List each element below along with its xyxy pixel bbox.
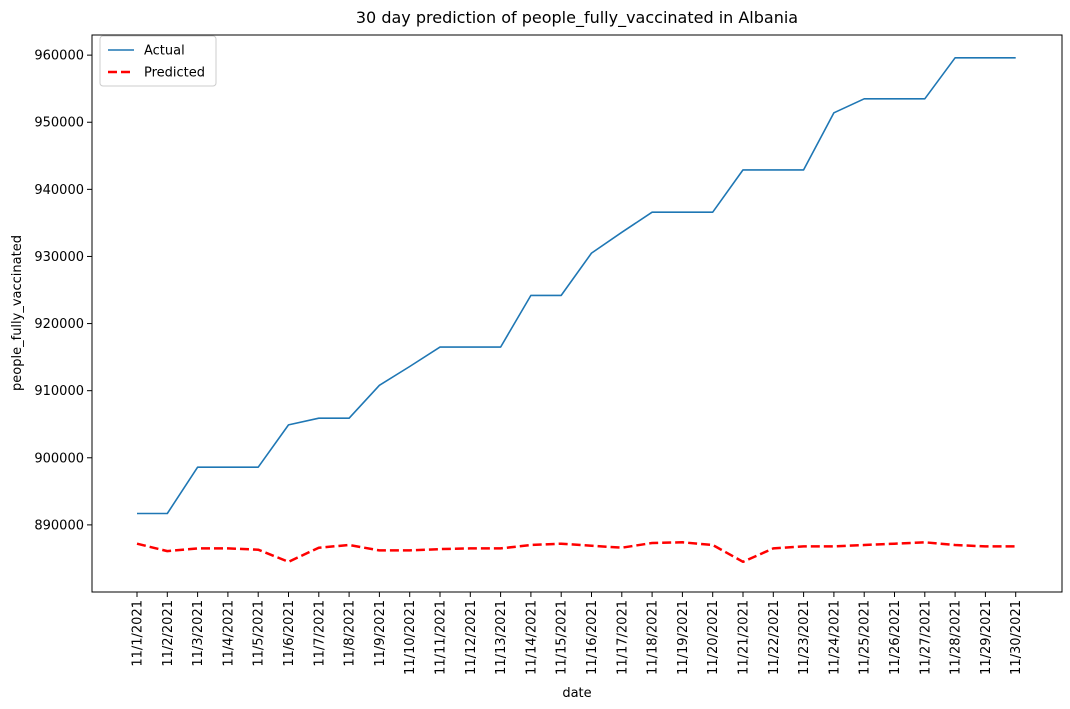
y-tick-label: 930000 <box>34 250 84 265</box>
x-tick-label: 11/6/2021 <box>282 600 297 667</box>
x-tick-label: 11/2/2021 <box>161 600 176 667</box>
x-tick-label: 11/10/2021 <box>403 600 418 675</box>
x-tick-label: 11/11/2021 <box>434 600 449 675</box>
y-axis: 890000 900000 910000 920000 930000 940000 9500… <box>34 49 92 533</box>
x-tick-label: 11/18/2021 <box>646 600 661 675</box>
x-tick-label: 11/12/2021 <box>464 600 479 675</box>
x-tick-label: 11/3/2021 <box>191 600 206 667</box>
y-axis-label: people_fully_vaccinated <box>10 235 25 391</box>
legend: Actual Predicted <box>99 35 217 87</box>
y-tick-label: 890000 <box>34 518 84 533</box>
plot-area <box>91 34 1063 593</box>
x-tick-label: 11/8/2021 <box>343 600 358 667</box>
x-tick-label: 11/29/2021 <box>979 600 994 675</box>
x-tick-label: 11/17/2021 <box>615 600 630 675</box>
y-tick-label: 900000 <box>34 451 84 466</box>
x-tick-label: 11/4/2021 <box>221 600 236 667</box>
x-tick-label: 11/16/2021 <box>585 600 600 675</box>
legend-box <box>99 35 217 87</box>
y-tick-label: 940000 <box>34 183 84 198</box>
legend-label-predicted: Predicted <box>144 66 205 81</box>
y-tick-label: 960000 <box>34 49 84 64</box>
x-tick-label: 11/15/2021 <box>555 600 570 675</box>
x-tick-label: 11/5/2021 <box>252 600 267 667</box>
series-line-predicted <box>136 541 1016 564</box>
x-tick-label: 11/1/2021 <box>131 600 146 667</box>
x-tick-label: 11/23/2021 <box>797 600 812 675</box>
legend-label-actual: Actual <box>144 44 185 59</box>
x-tick-label: 11/30/2021 <box>1009 600 1024 675</box>
x-tick-label: 11/14/2021 <box>524 600 539 675</box>
x-tick-label: 11/22/2021 <box>767 600 782 675</box>
chart-title: 30 day prediction of people_fully_vaccin… <box>356 8 798 28</box>
x-tick-label: 11/20/2021 <box>706 600 721 675</box>
x-tick-label: 11/25/2021 <box>858 600 873 675</box>
x-tick-label: 11/7/2021 <box>312 600 327 667</box>
y-tick-label: 950000 <box>34 116 84 131</box>
x-tick-label: 11/13/2021 <box>494 600 509 675</box>
x-tick-label: 11/19/2021 <box>676 600 691 675</box>
plot-frame <box>91 34 1063 593</box>
x-tick-label: 11/28/2021 <box>949 600 964 675</box>
x-tick-label: 11/27/2021 <box>918 600 933 675</box>
x-axis-label: date <box>562 686 591 701</box>
x-tick-label: 11/26/2021 <box>888 600 903 675</box>
x-tick-label: 11/24/2021 <box>827 600 842 675</box>
series-line-actual <box>137 56 1016 515</box>
x-tick-label: 11/21/2021 <box>737 600 752 675</box>
x-tick-label: 11/9/2021 <box>373 600 388 667</box>
y-tick-label: 920000 <box>34 317 84 332</box>
series-layer <box>136 56 1016 564</box>
x-axis: 11/1/2021 11/2/2021 11/3/2021 11/4/2021 11/5… <box>131 592 1024 675</box>
y-tick-label: 910000 <box>34 384 84 399</box>
